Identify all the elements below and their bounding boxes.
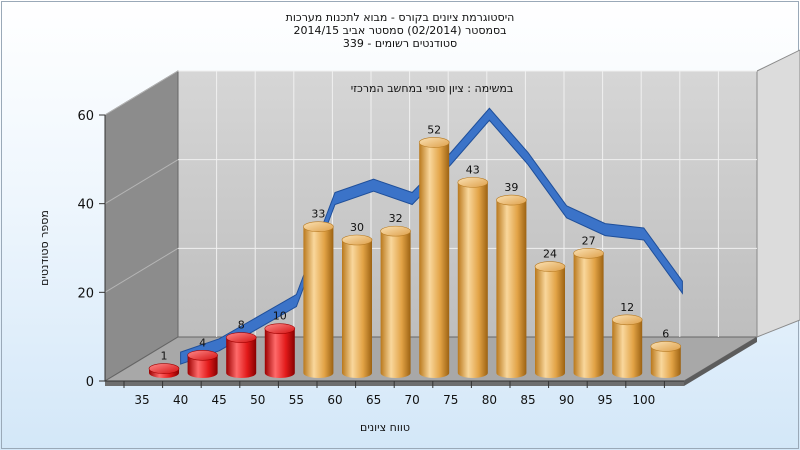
bar-top: [303, 221, 334, 232]
x-tick-label: 60: [327, 393, 342, 407]
chart-subtitle: בסמסטר (02/2014) סמסטר אביב 2014/15: [293, 24, 507, 37]
bar: 1: [148, 350, 180, 378]
bar-top: [380, 225, 411, 237]
bar-top: [264, 323, 296, 334]
x-tick-label: 70: [405, 393, 420, 407]
bar-body: [342, 240, 372, 378]
bar-top: [534, 261, 566, 272]
bar-top: [611, 314, 643, 326]
bar-body: [264, 328, 295, 378]
bar-body: [650, 346, 681, 378]
bar: 8: [225, 319, 257, 378]
bar: 32: [380, 212, 411, 378]
right-wall: [756, 49, 800, 338]
x-tick-label: 40: [173, 393, 188, 407]
bar-data-label: 6: [662, 327, 669, 340]
x-tick-label: 100: [632, 393, 655, 407]
x-tick-label: 45: [212, 393, 227, 407]
bar-body: [187, 355, 218, 378]
bar-body: [612, 319, 643, 378]
bar-data-label: 1: [161, 350, 168, 363]
bar: 10: [264, 310, 296, 378]
x-tick-label: 75: [443, 393, 458, 407]
bar-top: [225, 332, 257, 343]
y-axis-ticks: 0 20 40 60: [77, 109, 105, 390]
bar-body: [303, 226, 334, 378]
x-tick-label: 35: [134, 393, 149, 407]
y-tick-label: 40: [77, 198, 94, 213]
bar-data-label: 4: [199, 336, 206, 349]
floor-side-edge: [684, 337, 757, 386]
bar-data-label: 43: [466, 163, 480, 176]
y-tick-label: 0: [86, 375, 94, 390]
bar-body: [535, 266, 565, 378]
bar-body: [457, 182, 488, 378]
bar: 6: [650, 327, 682, 378]
bar-body: [496, 200, 527, 378]
grid-line-side: [104, 70, 179, 116]
bar: 52: [418, 123, 450, 378]
x-tick-label: 95: [598, 393, 613, 407]
bar-top: [418, 137, 450, 148]
bar-top: [496, 194, 527, 206]
x-tick-label: 50: [250, 393, 265, 407]
bar-data-label: 27: [582, 234, 596, 247]
bar-data-label: 30: [350, 221, 364, 234]
bar: 43: [457, 163, 489, 378]
bar: 27: [573, 234, 604, 378]
bar-body: [419, 142, 450, 378]
bar-data-label: 24: [543, 248, 557, 261]
left-wall: [104, 70, 179, 382]
y-tick-label: 60: [77, 109, 94, 124]
bar: 4: [187, 336, 218, 378]
x-tick-label: 90: [559, 393, 574, 407]
x-axis-label: טווח ציונים: [360, 421, 410, 434]
bar-data-label: 10: [273, 310, 287, 323]
bar-data-label: 39: [504, 181, 518, 194]
bar: 30: [341, 221, 373, 378]
bars: 1 4 8 10 33 30 32 52 43 39 24 27 12 6: [148, 123, 682, 378]
y-tick-label: 20: [77, 286, 94, 301]
bar-top: [650, 341, 682, 352]
bar: 33: [303, 208, 334, 378]
bar-data-label: 8: [238, 319, 245, 332]
chart-title: היסטוגרמת ציונים בקורס - מבוא לתכנות מער…: [285, 11, 515, 24]
bar-data-label: 32: [389, 212, 403, 225]
grid-line-side: [104, 159, 179, 205]
bar-body: [226, 337, 257, 378]
bar: 12: [611, 301, 643, 378]
bar-top: [573, 248, 604, 259]
y-axis-label: מספר סטודנטים: [38, 210, 51, 286]
bar-data-label: 33: [311, 208, 325, 221]
bar: 39: [496, 181, 527, 378]
x-tick-label: 85: [520, 393, 535, 407]
bar-data-label: 12: [620, 301, 634, 314]
bar-top: [457, 177, 489, 188]
bar-top: [341, 234, 373, 246]
chart-annotation: במשימה : ציון סופי במחשב המרכזי: [351, 82, 514, 95]
bar-data-label: 52: [427, 123, 441, 136]
x-tick-label: 55: [289, 393, 304, 407]
bar-body: [380, 231, 411, 378]
x-tick-label: 65: [366, 393, 381, 407]
x-axis-ticks: 35 40 45 50 55 60 65 70 75 80 85 90 95 100: [123, 381, 665, 407]
bar-top: [187, 349, 218, 361]
bar-body: [573, 253, 604, 378]
chart-registered: סטודנטים רשומים - 339: [342, 37, 458, 50]
grid-line-side: [104, 247, 179, 293]
x-tick-label: 80: [482, 393, 497, 407]
bar: 24: [534, 248, 566, 378]
bar-top: [148, 363, 180, 374]
